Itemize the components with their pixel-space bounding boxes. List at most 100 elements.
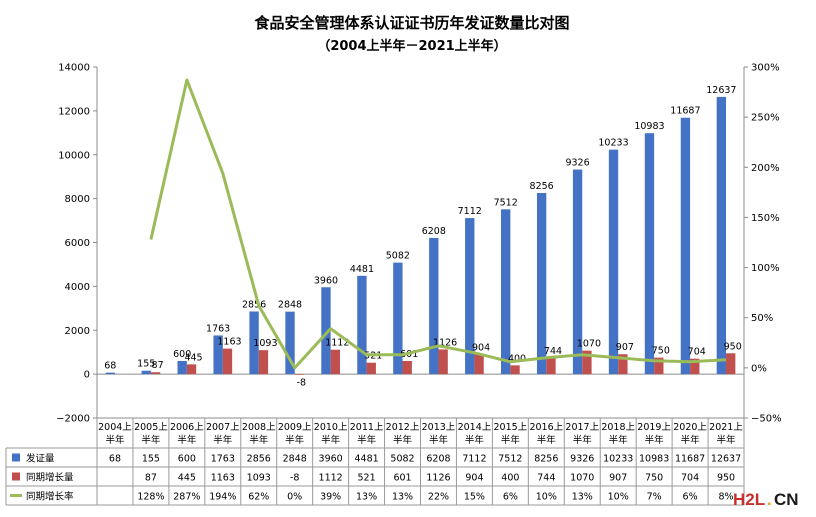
table-cell: 1163 bbox=[211, 473, 235, 484]
growth-bar bbox=[366, 362, 376, 375]
table-cell: 13% bbox=[572, 492, 593, 503]
growth-bar bbox=[294, 374, 305, 375]
table-cell: 704 bbox=[681, 473, 699, 484]
issued-bar bbox=[285, 311, 295, 375]
growth-data-label: 400 bbox=[508, 353, 526, 364]
legend-key bbox=[12, 472, 20, 481]
table-cell: 521 bbox=[358, 473, 376, 484]
growth-bar bbox=[510, 365, 520, 375]
category-label: 2005上 bbox=[134, 422, 168, 433]
legend-key bbox=[12, 453, 20, 462]
issued-bar bbox=[429, 237, 439, 375]
table-cell: 601 bbox=[393, 473, 411, 484]
issued-data-label: 10983 bbox=[634, 121, 664, 132]
category-label: 2021上 bbox=[709, 422, 743, 433]
growth-bar bbox=[618, 354, 628, 375]
category-label: 半年 bbox=[537, 434, 557, 446]
growth-data-label: 87 bbox=[152, 360, 164, 371]
table-cell: 22% bbox=[428, 492, 449, 503]
series-name: 同期增长量 bbox=[26, 472, 74, 484]
chart-subtitle: （2004上半年－2021上半年） bbox=[317, 38, 506, 54]
left-tick-label: 6000 bbox=[65, 238, 90, 249]
growth-bar bbox=[726, 353, 736, 375]
table-cell: 15% bbox=[464, 492, 485, 503]
growth-data-label: 1126 bbox=[433, 337, 457, 348]
growth-data-label: 744 bbox=[544, 346, 562, 357]
growth-bar bbox=[402, 360, 412, 375]
category-label: 半年 bbox=[357, 434, 377, 446]
table-cell: 1763 bbox=[211, 454, 235, 465]
growth-bar bbox=[582, 350, 592, 375]
table-cell: 1126 bbox=[426, 473, 450, 484]
growth-data-label: 750 bbox=[652, 346, 670, 357]
right-tick-label: 0% bbox=[751, 363, 767, 374]
issued-bar bbox=[393, 262, 403, 375]
left-tick-label: 14000 bbox=[58, 63, 90, 74]
table-cell: 7% bbox=[647, 492, 662, 503]
issued-bar bbox=[680, 117, 691, 375]
category-label: 半年 bbox=[465, 434, 485, 446]
issued-data-label: 7112 bbox=[458, 206, 482, 217]
table-cell: 4481 bbox=[354, 454, 378, 465]
left-tick-label: 4000 bbox=[65, 282, 90, 293]
table-cell: 600 bbox=[178, 454, 196, 465]
right-tick-label: 50% bbox=[751, 313, 773, 324]
watermark-tld: CN bbox=[774, 490, 799, 509]
right-tick-label: 100% bbox=[751, 263, 780, 274]
table-cell: 194% bbox=[209, 492, 236, 503]
issued-bar bbox=[249, 311, 259, 375]
table-cell: 1112 bbox=[319, 473, 343, 484]
issued-bar bbox=[321, 287, 331, 375]
table-cell: 5082 bbox=[390, 454, 414, 465]
category-label: 半年 bbox=[501, 434, 521, 446]
table-cell: 750 bbox=[645, 473, 663, 484]
issued-bar bbox=[572, 169, 583, 375]
growth-bar bbox=[186, 364, 197, 375]
table-cell: 6208 bbox=[426, 454, 450, 465]
growth-data-label: 445 bbox=[184, 352, 202, 363]
table-cell: 287% bbox=[173, 492, 200, 503]
category-label: 2016上 bbox=[529, 422, 563, 433]
category-label: 2012上 bbox=[386, 422, 420, 433]
category-label: 2014上 bbox=[458, 422, 492, 433]
category-label: 2007上 bbox=[206, 422, 240, 433]
category-label: 半年 bbox=[681, 434, 701, 446]
issued-bar bbox=[501, 209, 511, 375]
issued-bar bbox=[716, 96, 727, 375]
growth-bar bbox=[654, 357, 664, 375]
watermark-logo: H2L . CN bbox=[733, 490, 799, 509]
issued-data-label: 7512 bbox=[494, 197, 518, 208]
issued-data-label: 1763 bbox=[206, 323, 230, 334]
table-cell: 9326 bbox=[570, 454, 594, 465]
table-cell: 12637 bbox=[711, 454, 741, 465]
category-label: 2011上 bbox=[350, 422, 384, 433]
table-cell: 7112 bbox=[462, 454, 486, 465]
left-tick-label: 2000 bbox=[65, 326, 90, 337]
table-cell: 1070 bbox=[570, 473, 594, 484]
right-tick-label: 250% bbox=[751, 113, 780, 124]
left-tick-label: 12000 bbox=[58, 106, 90, 117]
table-cell: 7512 bbox=[498, 454, 522, 465]
left-tick-label: 10000 bbox=[58, 150, 90, 161]
category-label: 2020上 bbox=[673, 422, 707, 433]
issued-data-label: 9326 bbox=[565, 158, 589, 169]
table-cell: 11687 bbox=[675, 454, 705, 465]
table-cell: 10983 bbox=[639, 454, 669, 465]
growth-bar bbox=[150, 372, 161, 375]
issued-data-label: 10233 bbox=[598, 138, 628, 149]
growth-data-label: 950 bbox=[724, 341, 742, 352]
growth-data-label: 704 bbox=[688, 347, 706, 358]
table-cell: 13% bbox=[356, 492, 377, 503]
category-label: 2010上 bbox=[314, 422, 348, 433]
issued-bar bbox=[608, 149, 619, 375]
right-tick-label: 200% bbox=[751, 163, 780, 174]
table-cell: 3960 bbox=[319, 454, 343, 465]
category-label: 半年 bbox=[285, 434, 305, 446]
table-cell: 10233 bbox=[603, 454, 633, 465]
category-label: 2015上 bbox=[494, 422, 528, 433]
table-cell: 13% bbox=[392, 492, 413, 503]
category-label: 2019上 bbox=[637, 422, 671, 433]
table-cell: 8% bbox=[718, 492, 733, 503]
table-cell: -8 bbox=[290, 473, 299, 484]
issued-data-label: 12637 bbox=[706, 85, 736, 96]
